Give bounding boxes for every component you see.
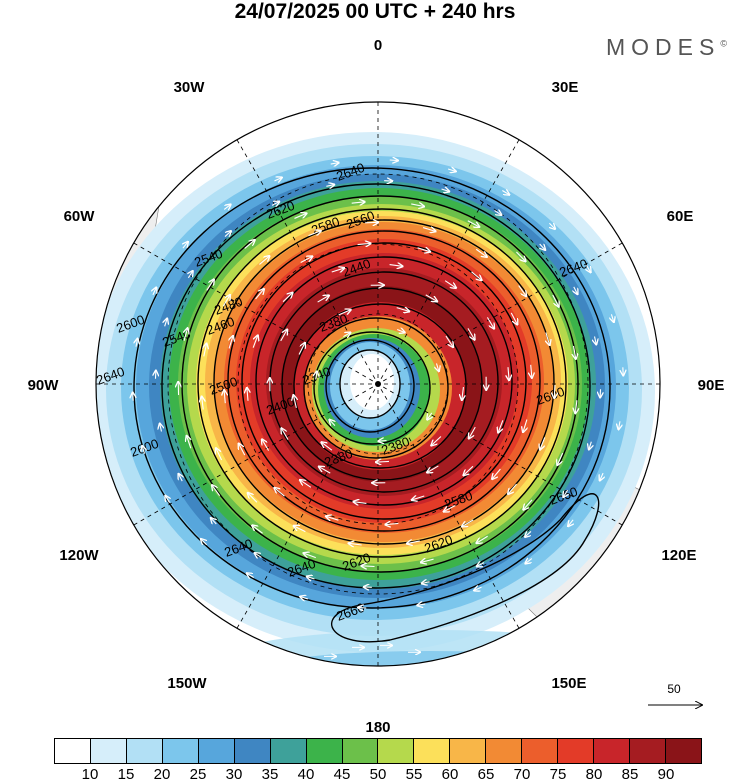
colorbar-tick-label: 90 (658, 766, 675, 783)
colorbar-swatch (594, 739, 630, 763)
lon-label-90e: 90E (698, 377, 725, 394)
colorbar-tick-label: 25 (190, 766, 207, 783)
colorbar-tick-label: 15 (118, 766, 135, 783)
landmass (590, 150, 640, 195)
wind-vector (362, 566, 375, 567)
lon-label-60w: 60W (64, 208, 96, 225)
colorbar-tick-label: 30 (226, 766, 243, 783)
colorbar-swatch (199, 739, 235, 763)
colorbar-tick-label: 35 (262, 766, 279, 783)
colorbar-tick-label: 45 (334, 766, 351, 783)
reference-vector-label: 50 (667, 682, 681, 696)
colorbar-tick-label: 80 (586, 766, 603, 783)
colorbar-swatch (163, 739, 199, 763)
wind-vector (376, 461, 389, 462)
south-pole-marker (375, 381, 381, 387)
colorbar-swatch (91, 739, 127, 763)
colorbar-swatch (486, 739, 522, 763)
colorbar-swatch (522, 739, 558, 763)
colorbar-tick-label: 75 (550, 766, 567, 783)
lon-label-150w: 150W (167, 675, 207, 692)
wind-vector (390, 160, 398, 161)
colorbar-tick-label: 60 (442, 766, 459, 783)
reference-vector: 50 (648, 682, 702, 705)
colorbar-swatch (235, 739, 271, 763)
colorbar-swatch (378, 739, 414, 763)
lon-label-30w: 30W (174, 79, 206, 96)
lon-label-0: 0 (374, 37, 382, 54)
colorbar-tick-label: 10 (82, 766, 99, 783)
colorbar-ticks: 10 15 20 25 30 35 40 45 50 55 60 65 70 75 80 85 90 (54, 766, 702, 782)
colorbar-swatch (414, 739, 450, 763)
lon-label-90w: 90W (28, 377, 60, 394)
colorbar-tick-label: 55 (406, 766, 423, 783)
colorbar-tick-label: 50 (370, 766, 387, 783)
lon-label-120w: 120W (59, 547, 99, 564)
colorbar-swatch (307, 739, 343, 763)
colorbar-swatch (666, 739, 701, 763)
colorbar-swatch (630, 739, 666, 763)
wind-vector (358, 607, 366, 608)
colorbar-swatch (271, 739, 307, 763)
colorbar-swatch (450, 739, 486, 763)
colorbar-tick-label: 20 (154, 766, 171, 783)
lon-label-150e: 150E (551, 675, 586, 692)
colorbar-tick-label: 85 (622, 766, 639, 783)
colorbar (54, 738, 702, 764)
wind-band-south-core (280, 651, 580, 679)
lon-label-120e: 120E (661, 547, 696, 564)
colorbar-swatch (55, 739, 91, 763)
colorbar-tick-label: 70 (514, 766, 531, 783)
colorbar-swatch (343, 739, 379, 763)
lon-label-30e: 30E (552, 79, 579, 96)
lon-label-60e: 60E (667, 208, 694, 225)
wind-vector (379, 441, 387, 442)
lon-label-180: 180 (365, 719, 390, 736)
wind-vector (554, 385, 555, 398)
colorbar-swatch (558, 739, 594, 763)
wind-band (350, 354, 394, 410)
colorbar-swatch (127, 739, 163, 763)
colorbar-tick-label: 65 (478, 766, 495, 783)
colorbar-tick-label: 40 (298, 766, 315, 783)
